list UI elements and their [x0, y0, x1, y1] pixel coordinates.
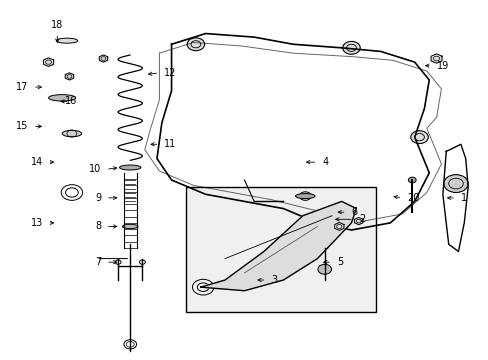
- Ellipse shape: [56, 38, 78, 43]
- Text: 8: 8: [95, 221, 101, 231]
- Text: 9: 9: [95, 193, 101, 203]
- Text: 7: 7: [95, 257, 101, 267]
- Text: 4: 4: [322, 157, 328, 167]
- Circle shape: [342, 41, 360, 54]
- Polygon shape: [201, 202, 356, 291]
- Text: 12: 12: [164, 68, 176, 78]
- Ellipse shape: [62, 130, 81, 137]
- Circle shape: [299, 192, 310, 201]
- Text: 11: 11: [164, 139, 176, 149]
- Text: 19: 19: [436, 61, 448, 71]
- Ellipse shape: [119, 165, 141, 170]
- Polygon shape: [99, 55, 107, 62]
- Text: 3: 3: [271, 275, 277, 285]
- Circle shape: [407, 177, 415, 183]
- Circle shape: [317, 264, 331, 274]
- Text: 5: 5: [336, 257, 343, 267]
- Text: 15: 15: [16, 121, 28, 131]
- Ellipse shape: [295, 194, 314, 199]
- Text: 18: 18: [51, 20, 63, 30]
- Polygon shape: [65, 73, 74, 80]
- Circle shape: [245, 195, 263, 208]
- Ellipse shape: [122, 224, 138, 229]
- Text: 1: 1: [460, 193, 466, 203]
- Text: 2: 2: [358, 214, 364, 224]
- Text: 13: 13: [30, 218, 42, 228]
- Text: 10: 10: [89, 164, 101, 174]
- Circle shape: [187, 38, 204, 51]
- Text: 17: 17: [16, 82, 28, 92]
- FancyBboxPatch shape: [186, 187, 375, 312]
- Circle shape: [443, 175, 467, 193]
- Circle shape: [410, 131, 427, 144]
- Polygon shape: [430, 54, 441, 63]
- Ellipse shape: [48, 95, 76, 101]
- Text: 16: 16: [64, 96, 77, 107]
- Polygon shape: [354, 217, 362, 225]
- Text: 6: 6: [351, 207, 357, 217]
- Text: 20: 20: [407, 193, 419, 203]
- Polygon shape: [334, 222, 343, 230]
- Polygon shape: [43, 58, 54, 66]
- Text: 14: 14: [30, 157, 42, 167]
